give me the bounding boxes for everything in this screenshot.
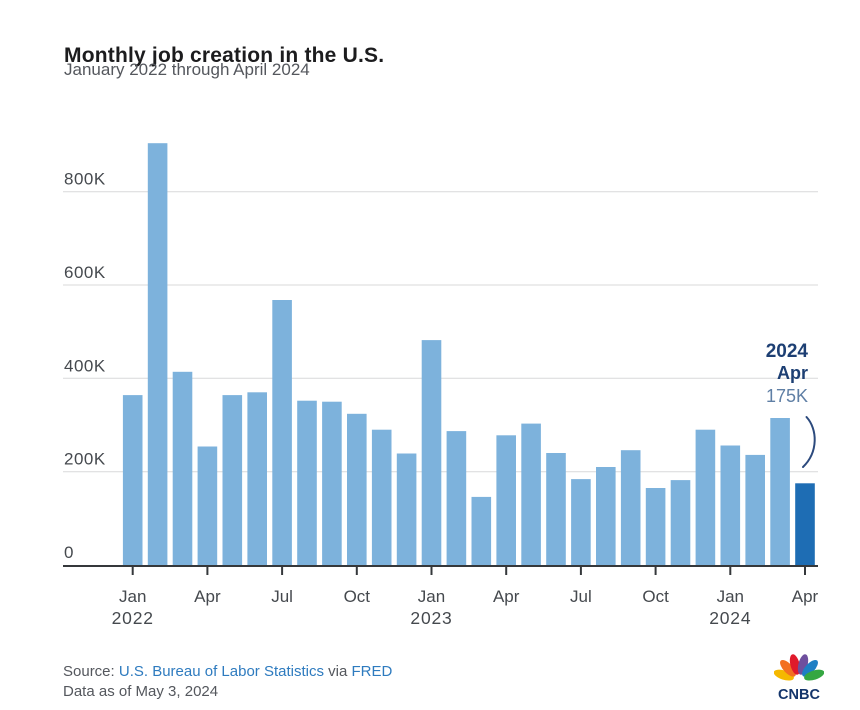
annotation-value: 175K <box>766 386 808 406</box>
x-axis-label-month: Jan <box>418 587 445 606</box>
bar-may-2022 <box>222 395 243 565</box>
bar-oct-2022 <box>347 413 367 565</box>
peacock-feather-1 <box>780 660 796 677</box>
chart-subtitle: January 2022 through April 2024 <box>64 60 310 79</box>
annotation-year: 2024 <box>766 341 809 362</box>
x-axis-label-year: 2023 <box>410 608 452 628</box>
bar-jan-2022 <box>122 395 143 565</box>
peacock-feather-5 <box>804 669 825 681</box>
bar-mar-2022 <box>172 371 193 565</box>
source-link-fred[interactable]: FRED <box>351 663 393 680</box>
bar-chart: 0 200K 400K 600K 800K Jan 2022 Apr Jul Oct Jan 2023… <box>63 143 819 628</box>
x-axis-label-year: 2024 <box>709 608 751 628</box>
data-as-of-note: Data as of May 3, 2024 <box>63 683 219 700</box>
bar-apr-2023 <box>496 435 516 565</box>
bar-jan-2024 <box>720 445 741 565</box>
x-axis-label-year: 2022 <box>112 608 154 628</box>
bar-jan-2023 <box>421 340 442 565</box>
peacock-feather-4 <box>802 660 818 677</box>
bar-apr-2022 <box>197 446 218 565</box>
bar-feb-2024 <box>745 454 765 565</box>
x-axis-label-month: Oct <box>642 587 669 606</box>
bar-jul-2022 <box>272 300 292 565</box>
bar-feb-2023 <box>446 431 467 565</box>
bar-jul-2023 <box>571 479 591 565</box>
cnbc-logo: CNBC <box>773 650 825 703</box>
y-axis-label-400K: 400K <box>64 356 106 375</box>
annotation-month: Apr <box>777 363 808 383</box>
bar-dec-2022 <box>396 453 417 565</box>
y-axis-label-600K: 600K <box>64 263 106 282</box>
x-axis-label-month: Oct <box>344 587 371 606</box>
cnbc-logo-text: CNBC <box>778 687 820 702</box>
x-axis-label-month: Apr <box>493 587 520 606</box>
bar-nov-2022 <box>371 429 392 565</box>
x-axis-label-month: Apr <box>194 587 221 606</box>
x-axis-label-month: Jul <box>570 587 592 606</box>
bar-mar-2023 <box>471 496 492 565</box>
bar-aug-2023 <box>596 467 616 565</box>
bar-jun-2022 <box>247 392 267 565</box>
bar-aug-2022 <box>297 400 317 565</box>
bar-dec-2023 <box>695 429 716 565</box>
source-line: Source: U.S. Bureau of Labor Statistics … <box>63 661 392 683</box>
x-axis-label-month: Jul <box>271 587 293 606</box>
annotation-bracket <box>802 416 816 468</box>
y-axis-label-0: 0 <box>64 543 74 562</box>
bar-may-2023 <box>521 423 541 565</box>
page-title: Monthly job creation in the U.S. <box>64 44 385 68</box>
x-axis-label-month: Jan <box>119 587 146 606</box>
peacock-feather-2 <box>789 654 801 675</box>
bar-sep-2023 <box>620 450 641 565</box>
y-axis-label-800K: 800K <box>64 170 106 189</box>
bar-oct-2023 <box>645 488 666 565</box>
x-axis-label-month: Apr <box>792 587 819 606</box>
source-via: via <box>323 663 352 680</box>
cnbc-peacock-icon: CNBC <box>773 654 825 703</box>
y-axis-label-200K: 200K <box>64 450 106 469</box>
bar-mar-2024 <box>770 418 790 565</box>
source-prefix: Source: <box>63 663 119 680</box>
bar-feb-2022 <box>147 143 168 565</box>
bar-jun-2023 <box>546 453 566 565</box>
bar-nov-2023 <box>670 480 691 565</box>
source-link-bls[interactable]: U.S. Bureau of Labor Statistics <box>118 663 324 680</box>
bar-apr-2024 <box>795 483 815 565</box>
bar-sep-2022 <box>322 401 342 565</box>
x-axis-label-month: Jan <box>717 587 744 606</box>
